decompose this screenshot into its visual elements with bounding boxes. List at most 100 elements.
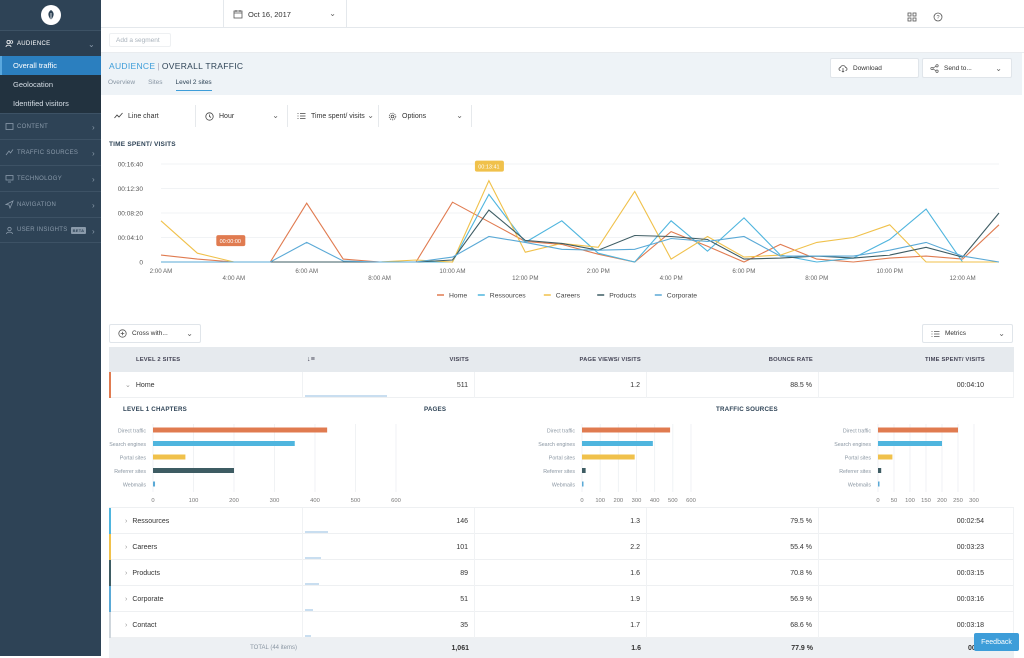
x-tick-label: 6:00 PM — [732, 268, 755, 275]
chart-type-select[interactable]: Line chart — [105, 105, 196, 127]
download-label: Download — [853, 64, 882, 72]
date-value: Oct 16, 2017 — [248, 9, 291, 19]
x-tick-label: 100 — [905, 498, 915, 504]
x-tick-label: 100 — [595, 498, 605, 504]
chevron-down-icon: ⌄ — [87, 40, 95, 49]
table-row[interactable]: › Ressources 146 1.3 79.5 % 00:02:54 — [109, 508, 1014, 534]
sidebar-section-user-insights[interactable]: USER INSIGHTS BETA › — [0, 217, 101, 243]
breakdown-bar-chart: 0 100 200 300 400 500 600 Direct traffic Search … — [109, 424, 401, 504]
breakdown-bar-chart: 0 50 100 150 200 250 300 Direct traffic Search e… — [834, 424, 979, 504]
column-header-level-2-sites[interactable]: LEVEL 2 SITES — [136, 356, 181, 363]
traffic-icon — [4, 148, 14, 158]
chevron-down-icon[interactable]: ⌄ — [125, 382, 131, 389]
row-name: Products — [132, 569, 160, 577]
x-tick-label: 200 — [937, 498, 947, 504]
column-header-bounce-rate[interactable]: BOUNCE RATE — [768, 356, 813, 363]
row-bounce-rate: 70.8 % — [647, 560, 819, 586]
row-color-marker — [109, 508, 111, 534]
table-row[interactable]: › Corporate 51 1.9 56.9 % 00:03:16 — [109, 586, 1014, 612]
metric-select[interactable]: Time spent/ visits ⌄ — [288, 105, 379, 127]
bar — [582, 441, 653, 446]
cross-bar: Cross with... ⌄ Metrics ⌄ — [101, 322, 1022, 344]
visits-share-bar — [305, 635, 311, 637]
column-header-page-views[interactable]: PAGE VIEWS/ VISITS — [579, 356, 641, 363]
tab-sites[interactable]: Sites — [148, 79, 163, 86]
page-header: AUDIENCE | OVERALL TRAFFIC Overview Sites … — [101, 53, 1022, 95]
visits-share-bar — [305, 583, 319, 585]
download-button[interactable]: Download — [830, 58, 919, 78]
table-row[interactable]: › Contact 35 1.7 68.6 % 00:03:18 — [109, 612, 1014, 638]
row-page-views: 1.7 — [475, 612, 647, 638]
x-tick-label: 600 — [391, 498, 401, 504]
help-icon[interactable]: ? — [933, 9, 943, 22]
add-segment-input[interactable]: Add a segment — [109, 33, 171, 47]
metrics-dropdown[interactable]: Metrics ⌄ — [922, 324, 1013, 343]
sidebar-section-traffic-sources[interactable]: TRAFFIC SOURCES › — [0, 139, 101, 165]
sidebar-section-navigation[interactable]: NAVIGATION › — [0, 191, 101, 217]
row-color-marker — [109, 560, 111, 586]
x-tick-label: 150 — [921, 498, 931, 504]
row-name: Ressources — [132, 517, 170, 525]
sidebar-item-identified-visitors[interactable]: Identified visitors — [0, 94, 101, 113]
chevron-down-icon: ⌄ — [329, 9, 336, 18]
visits-share-bar — [305, 557, 321, 559]
bar-label: Search engines — [109, 442, 146, 448]
feedback-button[interactable]: Feedback — [974, 633, 1019, 651]
chevron-down-icon: ⌄ — [995, 64, 1002, 73]
table-header: LEVEL 2 SITES ↓≡ VISITS PAGE VIEWS/ VISI… — [109, 347, 1014, 372]
bar — [878, 468, 882, 473]
options-select[interactable]: Options ⌄ — [379, 105, 472, 127]
total-label: TOTAL (44 items) — [250, 645, 297, 651]
series-line-corporate — [161, 235, 1000, 263]
metrics-label: Metrics — [945, 330, 966, 337]
table-row[interactable]: › Careers 101 2.2 55.4 % 00:03:23 — [109, 534, 1014, 560]
table-row[interactable]: › Products 89 1.6 70.8 % 00:03:15 — [109, 560, 1014, 586]
sidebar-item-overall-traffic[interactable]: Overall traffic — [0, 56, 101, 75]
sidebar-section-audience[interactable]: AUDIENCE ⌄ — [0, 30, 101, 56]
row-color-marker — [109, 586, 111, 612]
x-tick-label: 8:00 AM — [368, 275, 391, 282]
row-visits: 35 — [460, 621, 468, 629]
tab-overview[interactable]: Overview — [108, 79, 136, 86]
column-header-label: VISITS — [449, 356, 469, 363]
cloud-download-icon — [838, 64, 848, 73]
date-picker[interactable]: Oct 16, 2017 ⌄ — [223, 0, 347, 28]
chevron-down-icon: ⌄ — [998, 329, 1005, 338]
apps-grid-icon[interactable] — [907, 9, 917, 22]
sidebar-item-geolocation[interactable]: Geolocation — [0, 75, 101, 94]
app-logo[interactable] — [0, 0, 101, 30]
table-row[interactable]: ⌄ Home 511 1.2 88.5 % 00:04:10 — [109, 372, 1014, 398]
sidebar-section-label: CONTENT — [17, 123, 49, 130]
granularity-select[interactable]: Hour ⌄ — [196, 105, 288, 127]
y-tick-label: 00:08:20 — [118, 211, 144, 218]
tab-level-2-sites[interactable]: Level 2 sites — [175, 79, 212, 91]
bar-label: Portal sites — [845, 456, 872, 462]
tooltip-box — [474, 160, 504, 172]
options-label: Options — [402, 112, 427, 120]
chevron-right-icon[interactable]: › — [125, 621, 128, 629]
send-to-dropdown[interactable]: Send to... ⌄ — [922, 58, 1012, 78]
x-tick-label: 100 — [189, 498, 199, 504]
chevron-down-icon: ⌄ — [186, 329, 193, 338]
column-header-time-spent[interactable]: TIME SPENT/ VISITS — [925, 356, 985, 363]
chevron-right-icon[interactable]: › — [125, 595, 128, 603]
bar — [582, 468, 586, 473]
bar — [153, 427, 328, 433]
row-page-views: 1.9 — [475, 586, 647, 612]
sidebar-section-technology[interactable]: TECHNOLOGY › — [0, 165, 101, 191]
legend-label: Careers — [556, 293, 581, 300]
chevron-right-icon[interactable]: › — [125, 517, 128, 525]
granularity-label: Hour — [219, 112, 235, 120]
sidebar-section-content[interactable]: CONTENT › — [0, 113, 101, 139]
chevron-right-icon[interactable]: › — [125, 543, 128, 551]
row-time-spent: 00:03:18 — [819, 612, 1014, 638]
chevron-right-icon[interactable]: › — [125, 569, 128, 577]
section-title[interactable]: AUDIENCE — [109, 61, 156, 71]
x-tick-label: 250 — [953, 498, 963, 504]
cross-with-dropdown[interactable]: Cross with... ⌄ — [109, 324, 201, 343]
x-tick-label: 300 — [632, 498, 642, 504]
sort-icon: ↓≡ — [307, 356, 315, 363]
table-total-row: TOTAL (44 items) 1,061 1.6 77.9 % 00:0 — [109, 638, 1014, 658]
bar — [153, 454, 186, 460]
column-header-visits[interactable]: ↓≡ VISITS — [303, 347, 475, 372]
